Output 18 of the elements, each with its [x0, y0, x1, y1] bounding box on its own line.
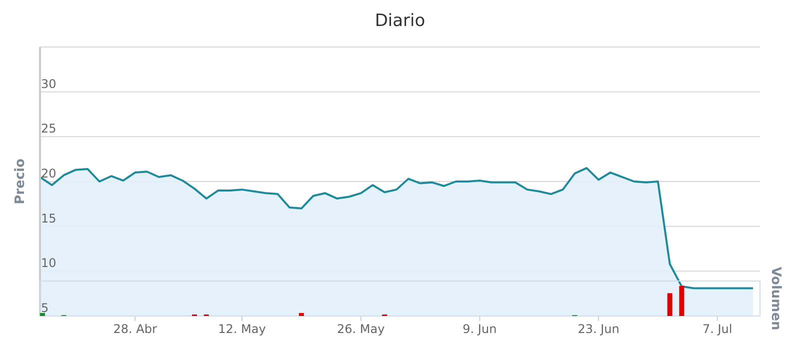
x-tick-label: 9. Jun — [462, 322, 497, 336]
y-axis-title: Volumen — [768, 266, 783, 330]
y-tick-label: 30 — [41, 76, 56, 91]
x-tick-label: 23. Jun — [578, 322, 620, 336]
y-tick-label: 10 — [41, 256, 56, 270]
bar — [667, 293, 672, 316]
bar — [298, 313, 304, 316]
chart-title: Diario — [374, 11, 426, 31]
y-tick-label: 25 — [41, 122, 56, 136]
y-axis-title: Precio — [13, 158, 28, 204]
x-tick-label: 12. May — [218, 322, 266, 336]
x-tick-label: 7. Jul — [702, 322, 732, 336]
y-tick-label: 5 — [41, 301, 49, 315]
bar — [679, 286, 684, 316]
x-tick-label: 26. May — [336, 322, 385, 336]
y-tick-label: 20 — [41, 166, 56, 180]
y-tick-label: 15 — [41, 211, 56, 226]
x-tick-label: 28. Abr — [113, 322, 157, 336]
